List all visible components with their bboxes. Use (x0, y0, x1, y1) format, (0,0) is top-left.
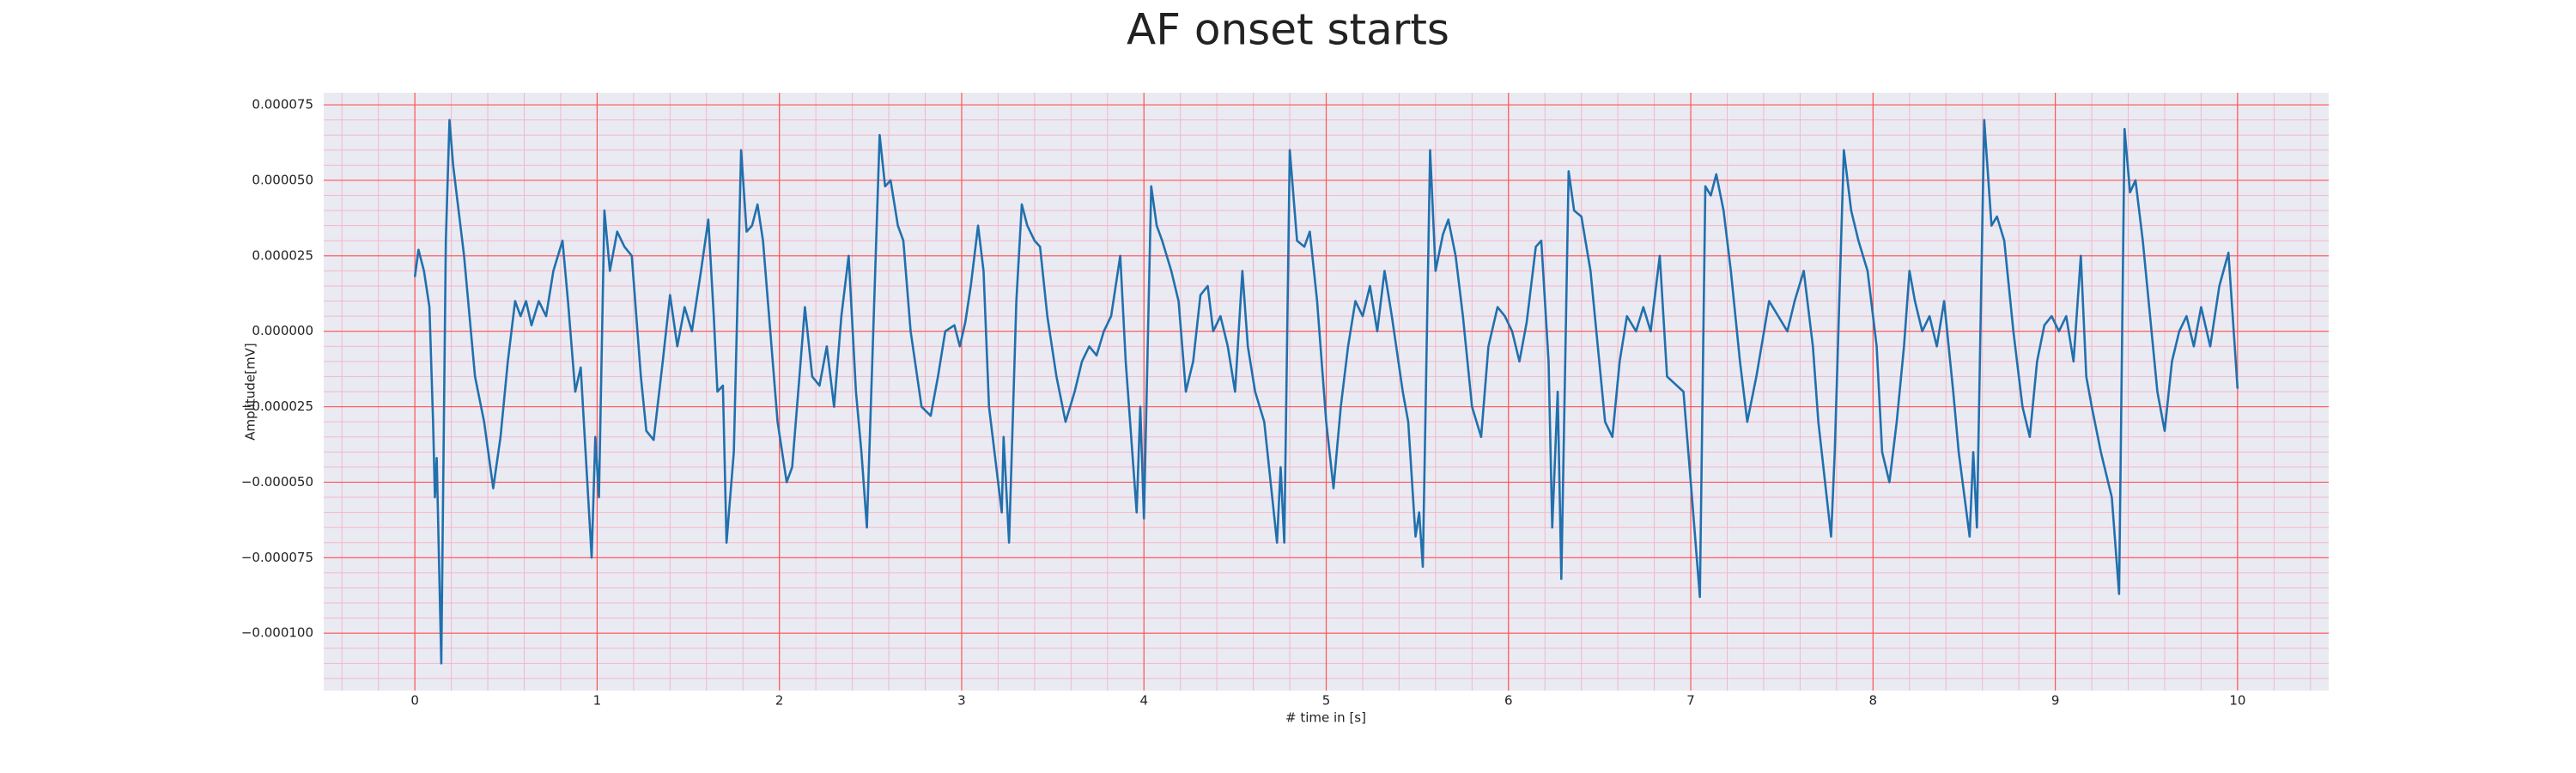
x-tick-label: 8 (1869, 693, 1878, 709)
y-tick-label: −0.000100 (241, 625, 313, 641)
x-axis-label: # time in [s] (1285, 710, 1366, 726)
chart-title: AF onset starts (1127, 5, 1449, 55)
y-tick-label: −0.000050 (241, 474, 313, 490)
y-tick-label: −0.000075 (241, 550, 313, 565)
y-tick-label: 0.000050 (252, 172, 313, 187)
x-tick-label: 0 (410, 693, 419, 709)
y-axis-label: Amplitude[mV] (243, 343, 258, 440)
y-tick-label: 0.000025 (252, 247, 313, 263)
signal-line (413, 119, 2239, 665)
x-tick-label: 3 (957, 693, 966, 709)
y-tick-label: 0.000000 (252, 323, 313, 338)
x-tick-label: 5 (1322, 693, 1331, 709)
x-tick-label: 1 (593, 693, 602, 709)
x-tick-label: 10 (2229, 693, 2245, 709)
y-tick-label: −0.000025 (241, 399, 313, 414)
x-tick-label: 7 (1686, 693, 1695, 709)
x-tick-label: 9 (2051, 693, 2060, 709)
x-tick-label: 2 (775, 693, 784, 709)
x-tick-label: 6 (1504, 693, 1513, 709)
y-tick-label: 0.000075 (252, 97, 313, 113)
x-tick-label: 4 (1139, 693, 1148, 709)
